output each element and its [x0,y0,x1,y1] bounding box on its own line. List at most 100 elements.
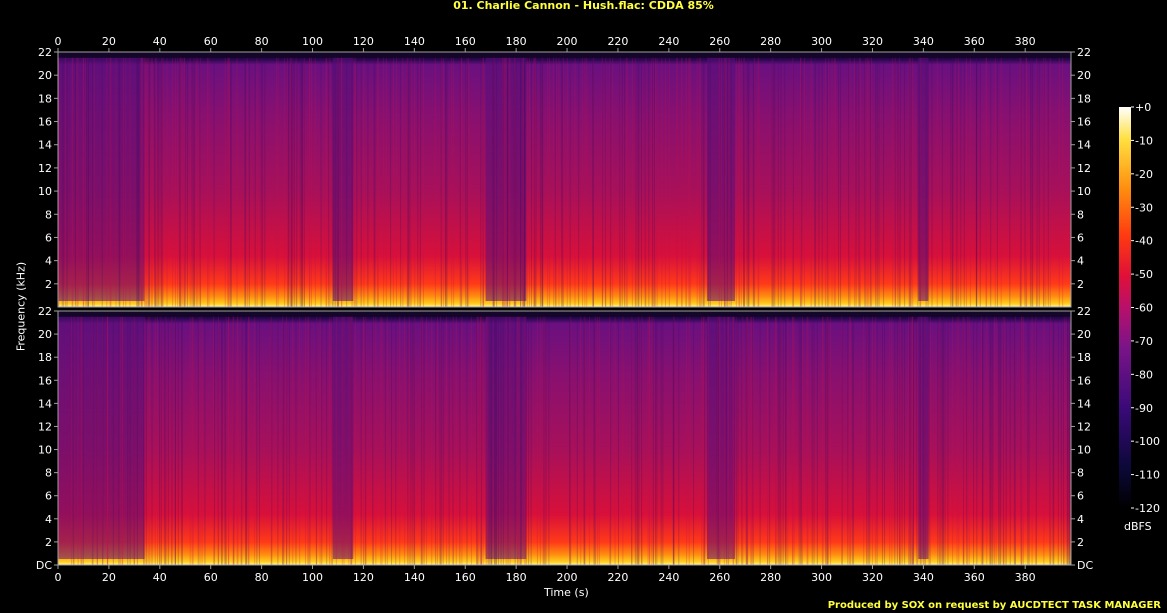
texture-line [346,57,348,307]
texture-line [719,316,721,565]
texture-line [92,57,94,307]
y-tick-label: 6 [45,231,52,244]
y-tick-label: 20 [38,69,52,82]
texture-line [241,316,243,565]
texture-line [524,57,526,307]
texture-line [248,57,250,307]
texture-line [593,57,595,307]
texture-line [718,316,720,565]
texture-line [199,316,201,565]
texture-line [161,57,163,307]
colorbar-tick-label: -40 [1135,235,1153,248]
texture-line [637,57,639,307]
texture-line [153,57,155,307]
texture-line [802,316,804,565]
texture-line [936,57,938,307]
texture-line [514,57,516,307]
texture-line [144,316,146,565]
texture-line [742,316,744,565]
texture-line [177,57,179,307]
texture-line [759,316,761,565]
texture-line [232,316,234,565]
texture-line [542,57,544,307]
texture-line [183,57,185,307]
texture-line [228,316,230,565]
texture-line [931,57,933,307]
texture-line [65,57,67,307]
texture-line [777,57,779,307]
texture-line [1020,316,1022,565]
texture-line [76,57,78,307]
y-tick-label: 8 [45,467,52,480]
texture-line [980,316,982,565]
texture-line [166,57,168,307]
texture-line [908,57,910,307]
texture-line [1058,57,1060,307]
texture-line [725,57,727,307]
texture-line [1021,316,1023,565]
texture-line [732,316,734,565]
texture-line [849,316,851,565]
texture-line [1009,316,1011,565]
texture-line [718,316,720,565]
texture-line [825,316,827,565]
texture-line [493,57,495,307]
texture-line [993,316,995,565]
texture-line [372,316,374,565]
texture-line [681,57,683,307]
texture-line [941,57,943,307]
texture-line [785,316,787,565]
texture-line [514,57,516,307]
texture-line [868,57,870,307]
y-tick-label: 12 [1077,162,1091,175]
texture-line [157,57,159,307]
y-tick-label: 2 [1077,536,1084,549]
texture-line [704,316,706,565]
texture-line [725,57,727,307]
texture-line [86,57,88,307]
texture-line [827,316,829,565]
y-tick-label: 16 [38,116,52,129]
texture-line [80,316,82,565]
texture-line [488,316,490,565]
texture-line [1024,57,1026,307]
texture-line [562,57,564,307]
colorbar-tick-label: +0 [1135,101,1151,114]
texture-line [440,57,442,307]
texture-line [191,316,193,565]
texture-line [586,57,588,307]
texture-line [179,57,181,307]
texture-line [696,57,698,307]
texture-line [1026,57,1028,307]
texture-line [385,57,387,307]
texture-line [507,316,509,565]
texture-line [186,57,188,307]
texture-line [746,316,748,565]
y-tick-label: 18 [1077,351,1091,364]
texture-line [497,316,499,565]
texture-line [460,57,462,307]
texture-line [171,316,173,565]
texture-line [1028,316,1030,565]
texture-line [920,57,922,307]
texture-line [316,316,318,565]
texture-line [818,57,820,307]
texture-line [996,57,998,307]
texture-line [172,57,174,307]
texture-line [372,316,374,565]
texture-line [181,316,183,565]
texture-line [122,57,124,307]
texture-line [446,316,448,565]
texture-line [258,316,260,565]
texture-line [750,316,752,565]
texture-line [716,316,718,565]
texture-line [118,316,120,565]
texture-line [101,57,103,307]
texture-line [381,316,383,565]
texture-line [648,57,650,307]
x-tick-label: 120 [353,571,374,584]
texture-line [908,316,910,565]
texture-line [678,316,680,565]
texture-line [452,316,454,565]
texture-line [443,57,445,307]
